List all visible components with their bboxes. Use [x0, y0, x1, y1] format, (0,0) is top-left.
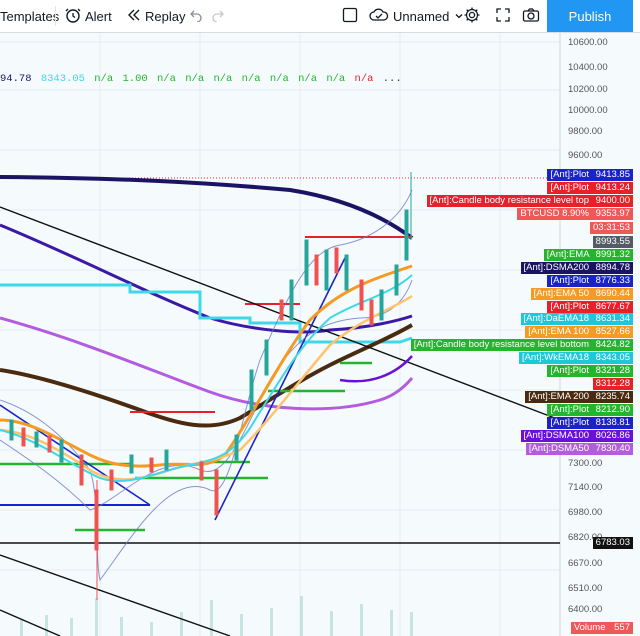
axis-tick: 7300.00 — [568, 458, 603, 469]
undo-icon — [189, 8, 203, 25]
legend-value: n/a — [185, 73, 205, 85]
axis-tick: 9800.00 — [568, 126, 603, 137]
price-tag: [Ant]:Candle body resistance level top 9… — [426, 195, 633, 207]
price-tag: BTCUSD 8.90% 9353.97 — [517, 208, 633, 220]
price-tag: [Ant]:Plot 8677.67 — [547, 301, 633, 313]
legend-value: n/a — [326, 73, 346, 85]
legend-value: n/a — [213, 73, 233, 85]
templates-button[interactable]: Templates — [0, 0, 59, 32]
axis-tick: 6510.00 — [568, 583, 603, 594]
axis-tick: 10000.00 — [568, 105, 608, 116]
axis-tick: 10600.00 — [568, 37, 608, 48]
price-tag: [Ant]:DSMA200 8894.78 — [520, 262, 633, 274]
legend-value: 94.78 — [0, 73, 32, 85]
replay-button[interactable]: Replay — [126, 0, 185, 32]
publish-button[interactable]: Publish — [547, 0, 633, 32]
undo-button[interactable] — [189, 0, 203, 32]
legend-value: n/a — [157, 73, 176, 85]
countdown-tag: 03:31:53 — [590, 222, 633, 234]
axis-tick: 9600.00 — [568, 150, 603, 161]
indicator-legend: 94.78 8343.05 n/a 1.00 n/a n/a n/a n/a n… — [0, 73, 402, 85]
redo-icon — [211, 8, 225, 25]
replay-icon — [126, 7, 142, 26]
price-tag: [Ant]:DaEMA18 8631.34 — [520, 313, 633, 325]
fullscreen-icon — [495, 7, 511, 26]
replay-label: Replay — [145, 8, 186, 24]
axis-tick: 6400.00 — [568, 604, 603, 615]
alert-label: Alert — [85, 8, 112, 24]
separator — [55, 6, 56, 26]
axis-tick: 7140.00 — [568, 482, 603, 493]
legend-more[interactable]: ... — [382, 73, 402, 85]
axis-tick: 10400.00 — [568, 62, 608, 73]
legend-value: n/a — [298, 73, 317, 85]
legend-value: 1.00 — [122, 73, 148, 85]
legend-value: n/a — [269, 73, 289, 85]
alert-clock-icon — [64, 6, 82, 27]
alert-button[interactable]: Alert — [64, 0, 112, 32]
price-tag: [Ant]:WkEMA18 8343.05 — [518, 352, 633, 364]
top-toolbar: Templates Alert Replay Unnamed — [0, 0, 640, 33]
publish-label: Publish — [568, 8, 612, 24]
checkbox-icon — [342, 7, 358, 26]
axis-tick: 10200.00 — [568, 84, 608, 95]
redo-button[interactable] — [211, 0, 225, 32]
price-tag: [Ant]:EMA 100 8527.66 — [525, 326, 633, 338]
price-tag: [Ant]:EMA 8991.32 — [543, 249, 633, 261]
chevron-down-icon — [454, 9, 464, 24]
price-tag: [Ant]:Plot 9413.24 — [547, 182, 633, 194]
axis-tick: 6820.00 — [568, 532, 603, 543]
legend-value: n/a — [354, 73, 374, 85]
price-tag: 8312.28 — [592, 378, 633, 390]
cloud-icon — [369, 7, 389, 26]
price-tag: [Ant]:Plot 9413.85 — [547, 169, 633, 181]
price-tag: [Ant]:DSMA100 8026.86 — [520, 430, 633, 442]
snapshot-button[interactable] — [522, 0, 540, 32]
price-tag: [Ant]:DSMA50 7830.40 — [525, 443, 633, 455]
axis-tick: 6670.00 — [568, 558, 603, 569]
legend-value: n/a — [241, 73, 261, 85]
camera-icon — [522, 7, 540, 26]
price-tag: [Ant]:Plot 8212.90 — [547, 404, 633, 416]
price-tag: 6783.03 — [592, 537, 633, 549]
fullscreen-button[interactable] — [495, 0, 511, 32]
layout-menu-button[interactable]: Unnamed — [369, 0, 464, 32]
legend-value: 8343.05 — [40, 73, 85, 85]
layout-name: Unnamed — [393, 8, 450, 24]
settings-button[interactable] — [463, 0, 481, 32]
volume-tag: Volume 557 — [570, 622, 633, 634]
legend-value: n/a — [94, 73, 114, 85]
price-tag: [Ant]:Candle body resistance level botto… — [410, 339, 633, 351]
crosshair-price-tag: 8993.55 — [592, 236, 633, 248]
price-tag: [Ant]:EMA 50 8690.44 — [530, 288, 633, 300]
price-tag: [Ant]:Plot 8321.28 — [547, 365, 633, 377]
templates-label: Templates — [0, 8, 60, 24]
price-tag: [Ant]:EMA 200 8235.74 — [525, 391, 633, 403]
layout-checkbox[interactable] — [342, 0, 358, 32]
gear-icon — [463, 6, 481, 27]
price-tag: [Ant]:Plot 8138.81 — [547, 417, 633, 429]
axis-tick: 6980.00 — [568, 507, 603, 518]
price-tag: [Ant]:Plot 8776.33 — [547, 275, 633, 287]
